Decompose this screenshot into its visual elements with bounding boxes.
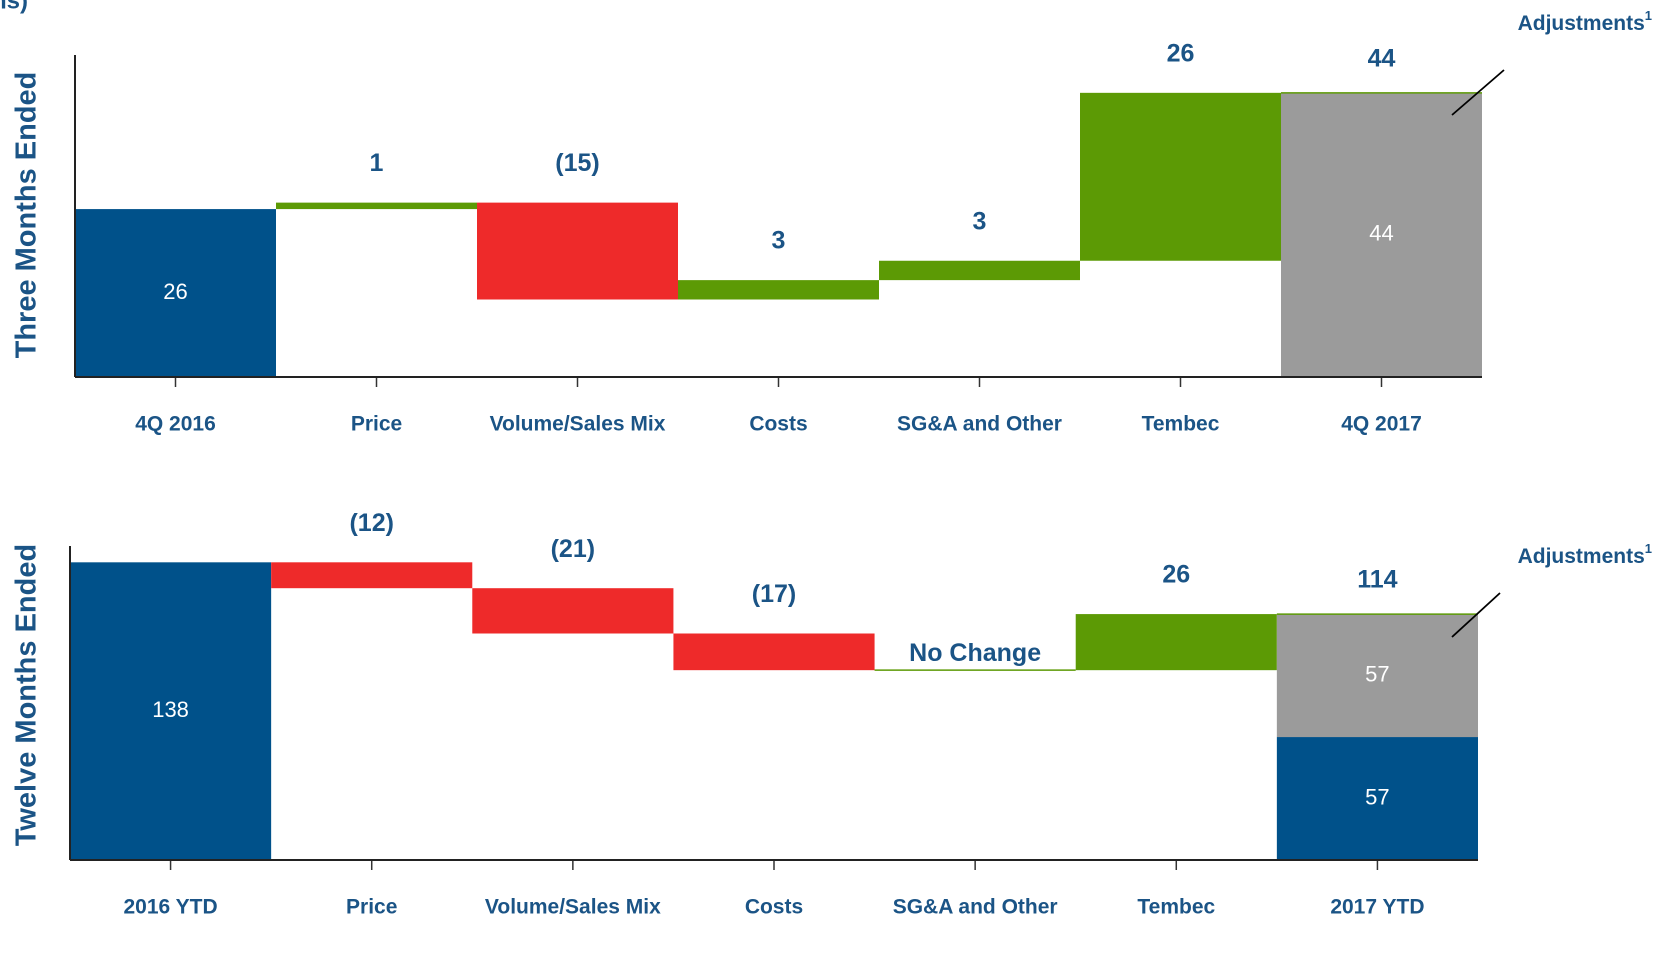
segment-label: 44 xyxy=(1369,221,1393,246)
x-tick-label: Price xyxy=(346,896,397,919)
annotation: Adjustments1 xyxy=(1518,8,1652,34)
bar xyxy=(75,209,276,377)
bar-label: 26 xyxy=(163,279,187,304)
bar xyxy=(1075,614,1277,671)
annotation-footnote: 1 xyxy=(1645,541,1652,556)
bar xyxy=(1080,92,1281,261)
bar-label: 44 xyxy=(1368,44,1396,72)
x-tick-label: Volume/Sales Mix xyxy=(490,413,666,436)
bar-label: 3 xyxy=(772,227,786,255)
bar xyxy=(673,633,875,671)
bar-label: 26 xyxy=(1167,39,1195,67)
bar xyxy=(271,562,473,589)
x-tick-label: Tembec xyxy=(1137,896,1215,919)
bar-segment xyxy=(1281,92,1482,377)
bar-label: (12) xyxy=(349,509,393,537)
x-tick-label: 4Q 2016 xyxy=(135,413,216,436)
x-tick-label: Costs xyxy=(745,896,803,919)
bar-label: 1 xyxy=(370,149,384,177)
x-tick-label: SG&A and Other xyxy=(893,896,1058,919)
bar xyxy=(477,202,678,300)
bar-label: (15) xyxy=(555,149,599,177)
annotation-line xyxy=(1451,69,1505,116)
bar-label: 3 xyxy=(973,207,987,235)
annotation-line xyxy=(1451,592,1501,638)
x-tick-label: SG&A and Other xyxy=(897,413,1062,436)
x-tick-label: 4Q 2017 xyxy=(1341,413,1422,436)
x-tick-label: 2017 YTD xyxy=(1330,896,1424,919)
x-tick-label: Price xyxy=(351,413,402,436)
bar xyxy=(472,588,674,634)
bar-label: (17) xyxy=(752,580,796,608)
bar-label: No Change xyxy=(909,639,1041,667)
bar xyxy=(879,260,1080,281)
bar-label: 138 xyxy=(152,697,189,722)
bar-label: (21) xyxy=(551,535,595,563)
bar-segment xyxy=(1276,614,1478,738)
annotation: Adjustments1 xyxy=(1518,541,1652,567)
y-axis-label: Twelve Months Ended xyxy=(11,544,43,846)
bar xyxy=(276,202,477,210)
bar xyxy=(70,562,272,860)
annotation-footnote: 1 xyxy=(1645,8,1652,23)
x-tick-label: 2016 YTD xyxy=(123,896,217,919)
x-tick-label: Tembec xyxy=(1142,413,1220,436)
segment-label: 57 xyxy=(1365,784,1389,809)
bar xyxy=(678,280,879,300)
bar-label: 114 xyxy=(1357,566,1397,594)
annotation-text: Adjustments xyxy=(1518,545,1645,568)
segment-label: 57 xyxy=(1365,661,1389,686)
annotation-text: Adjustments xyxy=(1518,12,1645,35)
bar-segment xyxy=(1276,737,1478,860)
x-tick-label: Volume/Sales Mix xyxy=(485,896,661,919)
page-title: ns) xyxy=(0,0,28,14)
x-tick-label: Costs xyxy=(749,413,807,436)
bar-label: 26 xyxy=(1162,561,1190,589)
y-axis-label: Three Months Ended xyxy=(11,72,43,359)
